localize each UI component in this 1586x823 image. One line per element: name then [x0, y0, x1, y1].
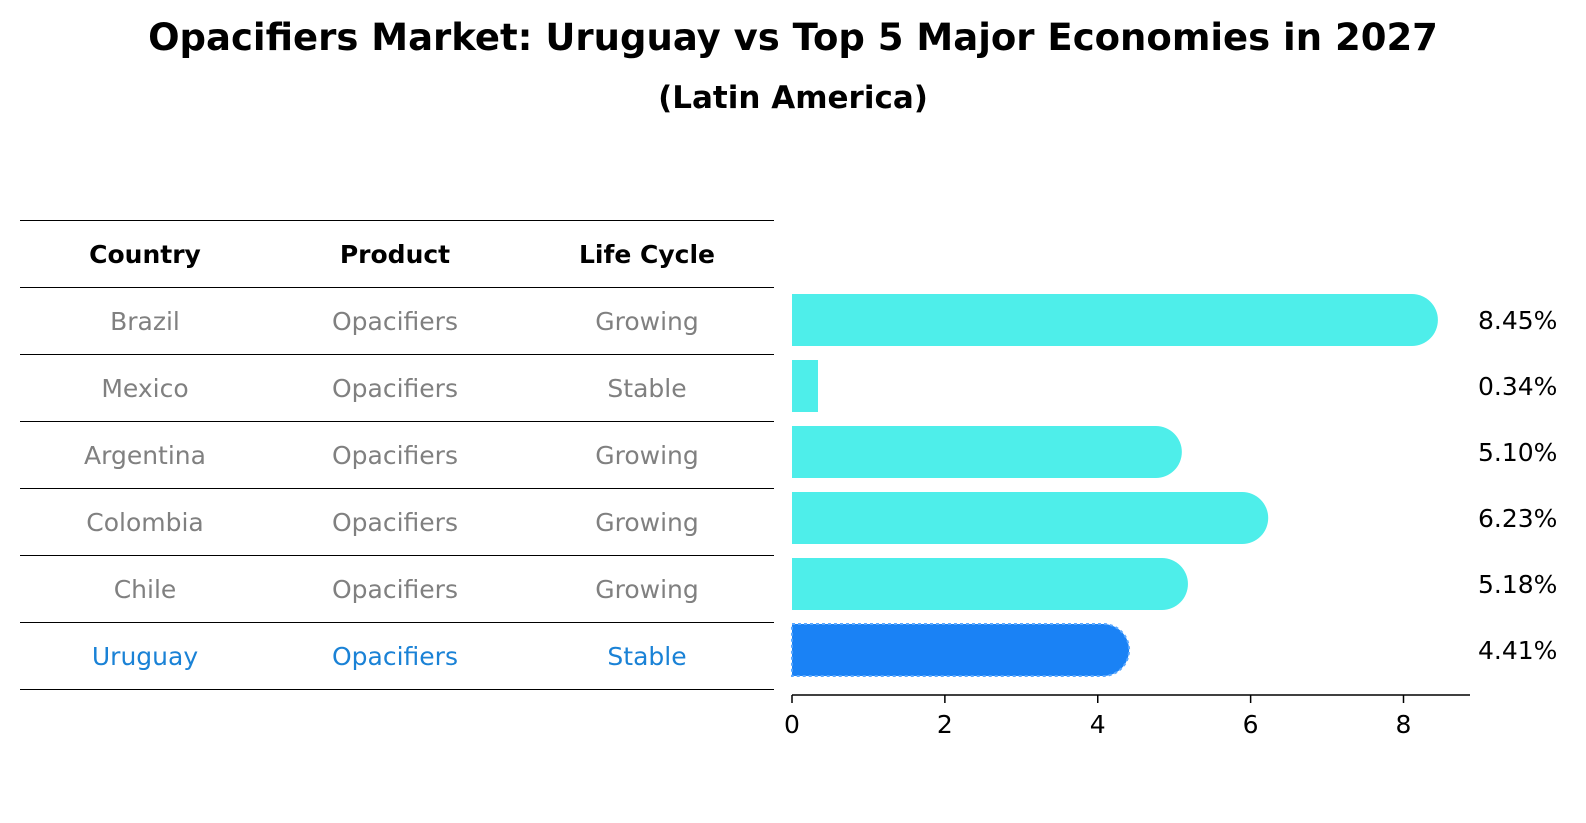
product-cell: Opacifiers — [270, 354, 520, 422]
bar-chile — [792, 558, 1188, 610]
data-label: 5.18% — [1478, 570, 1557, 599]
x-tick-label: 0 — [784, 710, 800, 739]
bar-brazil — [792, 294, 1438, 346]
x-tick-label: 2 — [937, 710, 953, 739]
life-cycle-cell: Growing — [520, 488, 774, 556]
product-cell: Opacifiers — [270, 287, 520, 355]
bar-mexico — [792, 360, 818, 412]
bar-uruguay — [791, 623, 1131, 677]
bar-argentina — [792, 426, 1182, 478]
data-label: 4.41% — [1478, 636, 1557, 665]
x-tick-label: 8 — [1396, 710, 1412, 739]
life-cycle-cell: Growing — [520, 555, 774, 623]
country-cell: Chile — [20, 555, 270, 623]
product-cell: Opacifiers — [270, 622, 520, 690]
table-row: Mexico Opacifiers Stable — [20, 354, 774, 422]
column-header-country: Country — [20, 220, 270, 288]
life-cycle-cell: Stable — [520, 622, 774, 690]
country-cell: Mexico — [20, 354, 270, 422]
data-label: 5.10% — [1478, 438, 1557, 467]
x-tick-label: 4 — [1090, 710, 1106, 739]
data-table: Country Product Life Cycle Brazil Opacif… — [20, 220, 774, 690]
data-label: 0.34% — [1478, 372, 1557, 401]
country-cell: Colombia — [20, 488, 270, 556]
country-cell: Uruguay — [20, 622, 270, 690]
life-cycle-cell: Growing — [520, 421, 774, 489]
chart-subtitle: (Latin America) — [658, 80, 928, 116]
product-cell: Opacifiers — [270, 421, 520, 489]
column-header-product: Product — [270, 220, 520, 288]
country-cell: Argentina — [20, 421, 270, 489]
life-cycle-cell: Stable — [520, 354, 774, 422]
data-label: 6.23% — [1478, 504, 1557, 533]
chart-title: Opacifiers Market: Uruguay vs Top 5 Majo… — [148, 16, 1438, 59]
product-cell: Opacifiers — [270, 488, 520, 556]
table-row: Argentina Opacifiers Growing — [20, 421, 774, 489]
table-header-row: Country Product Life Cycle — [20, 220, 774, 288]
country-cell: Brazil — [20, 287, 270, 355]
x-tick-label: 6 — [1243, 710, 1259, 739]
table-row: Chile Opacifiers Growing — [20, 555, 774, 623]
table-row-highlighted: Uruguay Opacifiers Stable — [20, 622, 774, 690]
bar-colombia — [792, 492, 1269, 544]
life-cycle-cell: Growing — [520, 287, 774, 355]
table-row: Colombia Opacifiers Growing — [20, 488, 774, 556]
data-label: 8.45% — [1478, 306, 1557, 335]
column-header-life-cycle: Life Cycle — [520, 220, 774, 288]
product-cell: Opacifiers — [270, 555, 520, 623]
table-row: Brazil Opacifiers Growing — [20, 287, 774, 355]
